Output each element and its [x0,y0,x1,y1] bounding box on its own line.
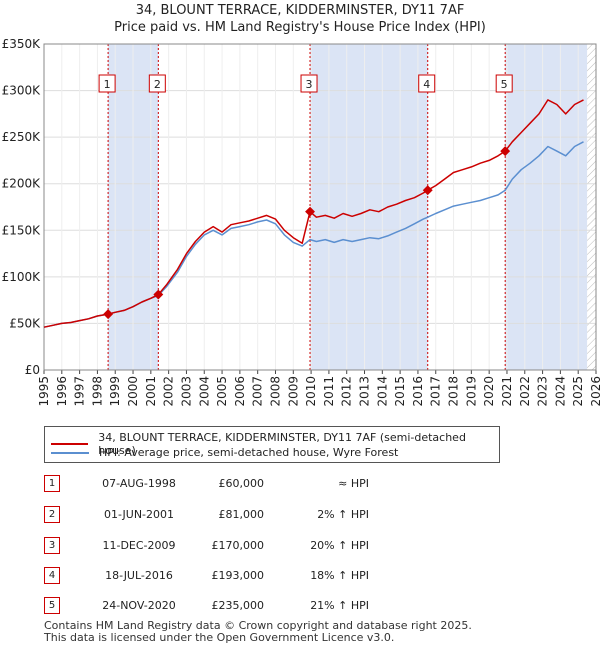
plot-frame [43,43,597,371]
sale-price: £170,000 [211,539,265,552]
sale-label: 2 [154,78,161,91]
sale-hpi-diff: 2% ↑ HPI [317,508,369,521]
x-tick-label: 2010 [304,376,318,407]
sale-label: 1 [104,78,111,91]
sale-date: 24-NOV-2020 [102,599,176,612]
footer-licence: This data is licensed under the Open Gov… [44,631,395,644]
sale-row: 4 18-JUL-2016 £193,000 18% ↑ HPI [44,567,404,587]
sale-hpi-diff: ≈ HPI [338,477,369,490]
sale-hpi-diff: 20% ↑ HPI [310,539,369,552]
sale-number: 1 [44,475,60,492]
x-tick-label: 2009 [286,376,300,407]
x-tick-label: 2000 [126,376,140,407]
sale-row: 5 24-NOV-2020 £235,000 21% ↑ HPI [44,597,404,617]
x-tick-label: 2024 [553,376,567,407]
x-tick-label: 1998 [90,376,104,407]
x-tick-label: 1997 [73,376,87,407]
sale-date: 01-JUN-2001 [103,508,175,521]
x-tick-label: 2007 [251,376,265,407]
x-tick-label: 2002 [162,376,176,407]
x-tick-label: 2004 [197,376,211,407]
sale-marker [153,289,164,300]
sale-label-box [495,74,513,93]
ownership-band [310,44,428,370]
sale-label-box [418,74,436,93]
y-tick-label: £350K [2,37,42,51]
sale-hpi-diff: 21% ↑ HPI [310,599,369,612]
y-tick-label: £50K [9,316,41,330]
legend-swatch-property [51,443,89,445]
price-chart: £0 £50K £100K £150K £200K £250K £300K £350K 1995… [2,37,600,407]
sale-row: 1 07-AUG-1998 £60,000 ≈ HPI [44,475,404,495]
sale-price: £60,000 [218,477,265,490]
x-tick-label: 2020 [482,376,496,407]
sale-number: 4 [44,567,60,584]
footer-copyright: Contains HM Land Registry data © Crown c… [44,619,472,632]
y-tick-label: £300K [2,84,42,98]
x-tick-label: 2003 [179,376,193,407]
chart-subtitle: Price paid vs. HM Land Registry's House … [114,20,486,35]
y-tick-label: £0 [25,363,40,377]
x-tick-label: 2017 [429,376,443,407]
sale-label: 4 [423,78,430,91]
x-tick-label: 2026 [589,376,600,407]
x-tick-label: 2011 [322,376,336,407]
sale-marker [422,185,433,196]
x-tick-label: 1999 [108,376,122,407]
sale-price: £193,000 [211,569,265,582]
legend: 34, BLOUNT TERRACE, KIDDERMINSTER, DY11 … [44,426,500,463]
legend-label-hpi: HPI: Average price, semi-detached house,… [99,446,399,459]
x-tick-label: 2012 [340,376,354,407]
legend-label-property: 34, BLOUNT TERRACE, KIDDERMINSTER, DY11 … [98,431,466,457]
sale-label-box [98,74,116,93]
y-tick-label: £200K [2,177,42,191]
x-tick-label: 2008 [268,376,282,407]
sale-price: £235,000 [211,599,265,612]
sale-price: £81,000 [218,508,265,521]
x-tick-label: 2018 [447,376,461,407]
sale-marker [500,146,511,157]
sale-label-box [148,74,166,93]
y-tick-label: £250K [2,130,42,144]
sale-number: 5 [44,597,60,614]
sale-number: 2 [44,506,60,523]
x-tick-label: 2013 [358,376,372,407]
x-tick-label: 1995 [37,376,51,407]
legend-swatch-hpi [51,451,89,454]
property-price-line [43,99,584,328]
x-tick-label: 2023 [536,376,550,407]
sale-hpi-diff: 18% ↑ HPI [310,569,369,582]
sale-marker [305,206,315,217]
x-tick-label: 2022 [518,376,532,407]
x-tick-label: 2019 [464,376,478,407]
sale-row: 3 11-DEC-2009 £170,000 20% ↑ HPI [44,537,404,557]
x-tick-label: 2021 [500,376,514,407]
forecast-hatch [587,44,596,370]
y-tick-label: £150K [2,223,42,237]
sale-date: 07-AUG-1998 [102,477,176,490]
sale-number: 3 [44,537,60,554]
x-tick-label: 2016 [411,376,425,407]
sale-date: 11-DEC-2009 [102,539,176,552]
x-tick-label: 2025 [571,376,585,407]
x-tick-label: 1996 [55,376,69,407]
sale-row: 2 01-JUN-2001 £81,000 2% ↑ HPI [44,506,404,526]
x-tick-label: 2001 [144,376,158,407]
chart-title: 34, BLOUNT TERRACE, KIDDERMINSTER, DY11 … [135,3,465,18]
sale-label: 3 [306,78,313,91]
ownership-band [505,44,588,370]
x-tick-label: 2014 [375,376,389,407]
legend-item-property: 34, BLOUNT TERRACE, KIDDERMINSTER, DY11 … [51,431,499,457]
x-tick-label: 2005 [215,376,229,407]
sale-label-box [300,74,318,93]
x-tick-label: 2015 [393,376,407,407]
sale-label: 5 [501,78,508,91]
legend-item-hpi: HPI: Average price, semi-detached house,… [51,446,398,459]
x-tick-label: 2006 [233,376,247,407]
sale-date: 18-JUL-2016 [105,569,173,582]
y-tick-label: £100K [2,270,42,284]
